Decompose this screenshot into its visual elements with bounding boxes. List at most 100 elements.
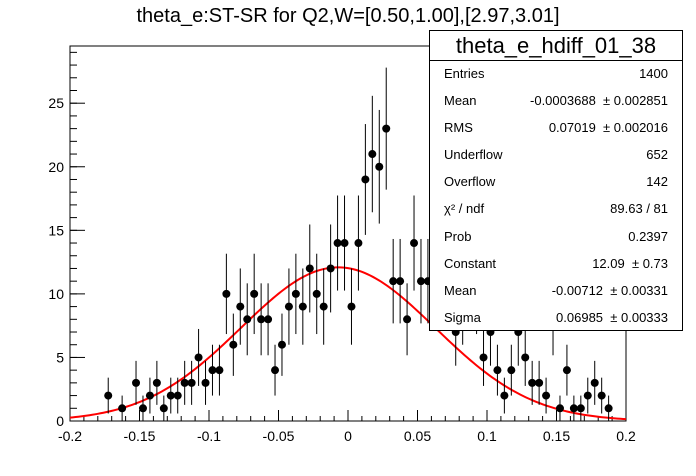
data-marker (590, 378, 599, 387)
data-point (410, 195, 419, 291)
data-point (347, 268, 356, 345)
data-marker (298, 302, 307, 311)
data-point (507, 344, 516, 396)
data-marker (222, 289, 231, 298)
stats-value: 142 (646, 174, 668, 189)
stats-value: 0.07019 ± 0.002016 (548, 120, 668, 135)
data-marker (138, 404, 147, 413)
stats-value: 0.2397 (628, 229, 668, 244)
stats-value: 652 (646, 147, 668, 162)
x-tick-label: 0.2 (616, 428, 636, 444)
data-marker (312, 289, 321, 298)
data-point (535, 360, 544, 405)
data-marker (410, 239, 419, 248)
stats-label: Underflow (444, 147, 503, 162)
data-marker (173, 391, 182, 400)
data-point (236, 268, 245, 345)
data-marker (118, 404, 127, 413)
data-marker (229, 340, 238, 349)
data-marker (604, 404, 613, 413)
data-point (583, 377, 592, 414)
data-marker (493, 366, 502, 375)
data-marker (555, 404, 564, 413)
data-point (597, 377, 606, 414)
x-tick-label: 0.1 (477, 428, 497, 444)
data-marker (361, 175, 370, 184)
data-point (229, 313, 238, 376)
data-point (145, 377, 154, 414)
y-tick-label: 25 (48, 95, 64, 111)
data-point (340, 195, 349, 291)
data-marker (521, 353, 530, 362)
data-point (562, 344, 571, 396)
data-marker (597, 391, 606, 400)
data-marker (416, 277, 425, 286)
data-marker (403, 315, 412, 324)
data-point (403, 283, 412, 356)
stats-row-rms: RMS 0.07019 ± 0.002016 (444, 118, 668, 138)
data-point (166, 377, 175, 414)
data-marker (166, 391, 175, 400)
data-marker (340, 239, 349, 248)
stats-row-sigma: Sigma 0.06985 ± 0.00333 (444, 308, 668, 328)
x-tick-label: 0.15 (543, 428, 570, 444)
data-point (215, 344, 224, 396)
data-marker (326, 264, 335, 273)
stats-value: -0.0003688 ± 0.002851 (530, 93, 668, 108)
data-point (208, 344, 217, 396)
data-point (382, 67, 391, 190)
data-marker (576, 404, 585, 413)
data-marker (236, 302, 245, 311)
data-marker (347, 302, 356, 311)
data-marker (201, 378, 210, 387)
data-point (500, 377, 509, 414)
data-marker (104, 391, 113, 400)
data-marker (264, 315, 273, 324)
data-point (305, 224, 314, 313)
data-point (479, 328, 488, 386)
data-marker (215, 366, 224, 375)
data-point (132, 360, 141, 405)
data-marker (152, 378, 161, 387)
data-marker (319, 302, 328, 311)
data-point (326, 224, 335, 313)
data-point (277, 313, 286, 376)
y-tick-label: 20 (48, 159, 64, 175)
data-point (104, 377, 113, 414)
x-tick-label: -0.2 (58, 428, 82, 444)
data-point (604, 395, 613, 421)
data-point (271, 344, 280, 396)
stats-value: -0.00712 ± 0.00331 (551, 283, 668, 298)
data-point (542, 377, 551, 414)
stats-label: Sigma (444, 310, 481, 325)
data-point (555, 395, 564, 421)
data-marker (291, 289, 300, 298)
data-point (396, 238, 405, 324)
stats-value: 89.63 / 81 (610, 201, 668, 216)
data-point (173, 377, 182, 414)
data-point (493, 344, 502, 396)
stats-label: Mean (444, 93, 477, 108)
data-point (118, 395, 127, 421)
stats-row-prob: Prob 0.2397 (444, 227, 668, 247)
data-point (319, 268, 328, 345)
data-marker (159, 404, 168, 413)
data-point (389, 238, 398, 324)
stats-label: χ² / ndf (444, 201, 485, 216)
y-tick-label: 5 (56, 349, 64, 365)
data-point (284, 268, 293, 345)
data-marker (528, 378, 537, 387)
data-point (375, 109, 384, 224)
data-point (312, 253, 321, 335)
data-point (159, 395, 168, 421)
stats-box-title: theta_e_hdiff_01_38 (430, 31, 682, 61)
data-point (152, 360, 161, 405)
y-tick-label: 15 (48, 222, 64, 238)
stats-value: 0.06985 ± 0.00333 (556, 310, 668, 325)
fit-layer (69, 266, 627, 421)
data-point (569, 395, 578, 421)
data-point (528, 360, 537, 405)
data-marker (389, 277, 398, 286)
data-marker (250, 289, 259, 298)
stats-value: 12.09 ± 0.73 (592, 256, 668, 271)
